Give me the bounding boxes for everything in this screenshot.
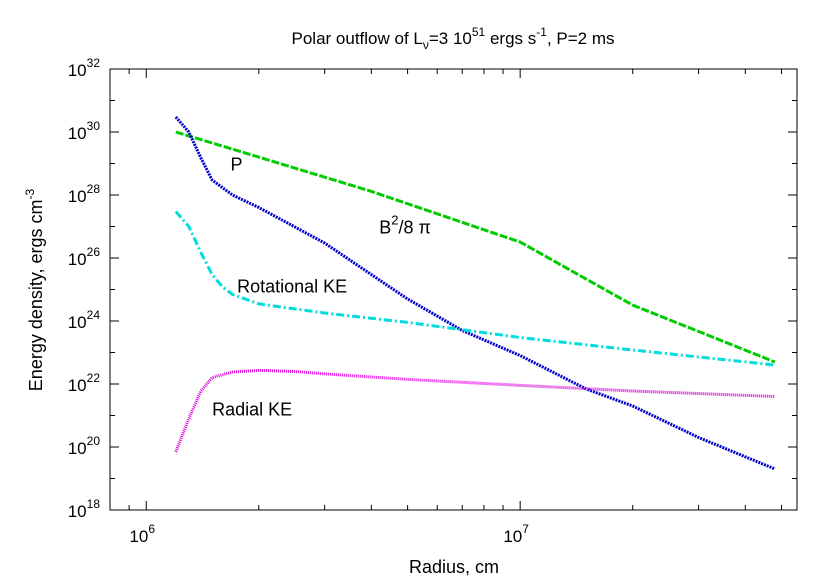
- y-tick-label: 1024: [68, 308, 101, 332]
- y-tick-label: 1032: [68, 56, 101, 80]
- curve-label-4: Radial KE: [212, 400, 292, 420]
- curve-label-3: Rotational KE: [237, 277, 347, 297]
- x-tick-label: 106: [129, 522, 155, 546]
- x-tick-label: 107: [503, 522, 529, 546]
- curve-label-2: B2/8 π: [379, 212, 431, 237]
- y-tick-label: 1018: [68, 497, 101, 521]
- curve-label-1: P: [230, 154, 242, 174]
- chart-title: Polar outflow of Lν=3 1051 ergs s-1, P=2…: [292, 25, 615, 52]
- y-tick-label: 1026: [68, 245, 101, 269]
- series-line-1: [175, 130, 776, 364]
- plot-frame: [109, 68, 798, 511]
- series-line-3: [174, 210, 776, 367]
- y-tick-label: 1030: [68, 119, 101, 143]
- series-line-4: [174, 368, 775, 453]
- series-line-2: [174, 116, 776, 471]
- y-tick-label: 1022: [68, 371, 101, 395]
- x-axis-label: Radius, cm: [409, 557, 499, 577]
- y-axis-label: Energy density, ergs cm-3: [23, 188, 46, 391]
- y-tick-label: 1028: [68, 182, 101, 206]
- y-tick-label: 1020: [68, 434, 101, 458]
